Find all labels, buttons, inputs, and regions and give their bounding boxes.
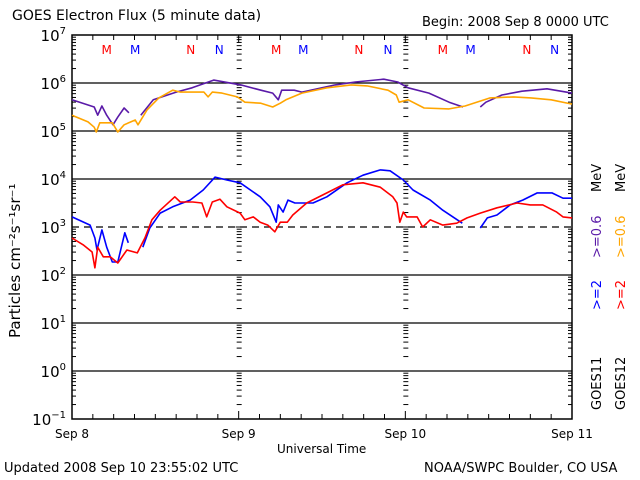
noon-midnight-marker: M <box>465 43 475 57</box>
y-tick-label: 107 <box>41 26 66 45</box>
y-tick-label: 10−1 <box>32 410 66 429</box>
x-tick-label: Sep 11 <box>551 427 593 441</box>
y-tick-base: 10 <box>41 315 60 333</box>
credit-label: NOAA/SWPC Boulder, CO USA <box>424 461 618 476</box>
series-line-goes11-0-6-mev <box>71 78 573 126</box>
x-tick-label: Sep 9 <box>222 427 256 441</box>
y-tick-base: 10 <box>41 267 60 285</box>
series-line-goes12-0-6-mev <box>71 84 573 133</box>
legend-goes12-unit: MeV <box>614 163 629 192</box>
x-tick-label: Sep 8 <box>55 427 89 441</box>
legend-goes12-low: >=0.6 <box>614 215 629 258</box>
series-line-goes12-2-mev <box>71 182 573 269</box>
y-tick-exponent: 2 <box>60 266 66 277</box>
noon-midnight-marker: N <box>522 43 531 57</box>
noon-midnight-marker: N <box>383 43 392 57</box>
y-tick-base: 10 <box>41 27 60 45</box>
legend-goes11-unit: MeV <box>590 163 605 192</box>
noon-midnight-marker: M <box>271 43 281 57</box>
y-tick-label: 102 <box>41 266 66 285</box>
legend-goes11-low: >=0.6 <box>590 215 605 258</box>
y-tick-exponent: 5 <box>60 122 66 133</box>
plot-frame <box>71 34 573 420</box>
y-tick-base: 10 <box>41 123 60 141</box>
y-tick-base: 10 <box>41 171 60 189</box>
y-tick-base: 10 <box>32 411 51 429</box>
noon-midnight-marker: N <box>186 43 195 57</box>
legend-goes12-sat: GOES12 <box>614 356 629 410</box>
y-tick-exponent: 1 <box>60 314 66 325</box>
x-axis-label: Universal Time <box>277 442 367 456</box>
y-tick-label: 100 <box>41 362 66 381</box>
y-tick-label: 101 <box>41 314 66 333</box>
y-tick-exponent: 7 <box>60 26 66 37</box>
y-tick-exponent: 0 <box>60 362 66 373</box>
y-tick-label: 103 <box>41 218 66 237</box>
y-tick-base: 10 <box>41 363 60 381</box>
noon-midnight-marker: M <box>130 43 140 57</box>
y-tick-exponent: 6 <box>60 74 66 85</box>
y-tick-label: 106 <box>41 74 66 93</box>
noon-midnight-marker: M <box>102 43 112 57</box>
legend-goes11-sat: GOES11 <box>590 356 605 410</box>
noon-midnight-marker: N <box>215 43 224 57</box>
noon-midnight-marker: M <box>438 43 448 57</box>
y-tick-label: 105 <box>41 122 66 141</box>
legend-goes11-high: >=2 <box>590 279 605 310</box>
y-tick-base: 10 <box>41 219 60 237</box>
chart-title: GOES Electron Flux (5 minute data) <box>12 8 262 24</box>
noon-midnight-marker: N <box>354 43 363 57</box>
y-axis-label: Particles cm⁻²s⁻¹sr⁻¹ <box>6 183 24 338</box>
y-tick-exponent: 3 <box>60 218 66 229</box>
legend-goes12-high: >=2 <box>614 279 629 310</box>
series-line-goes11-2-mev <box>71 169 572 263</box>
y-tick-label: 104 <box>41 170 66 189</box>
y-tick-exponent: −1 <box>51 410 66 421</box>
x-tick-label: Sep 10 <box>384 427 426 441</box>
noon-midnight-marker: N <box>550 43 559 57</box>
y-tick-exponent: 4 <box>60 170 66 181</box>
begin-label: Begin: 2008 Sep 8 0000 UTC <box>422 15 609 30</box>
updated-timestamp: Updated 2008 Sep 10 23:55:02 UTC <box>4 461 239 476</box>
y-tick-base: 10 <box>41 75 60 93</box>
noon-midnight-marker: M <box>298 43 308 57</box>
